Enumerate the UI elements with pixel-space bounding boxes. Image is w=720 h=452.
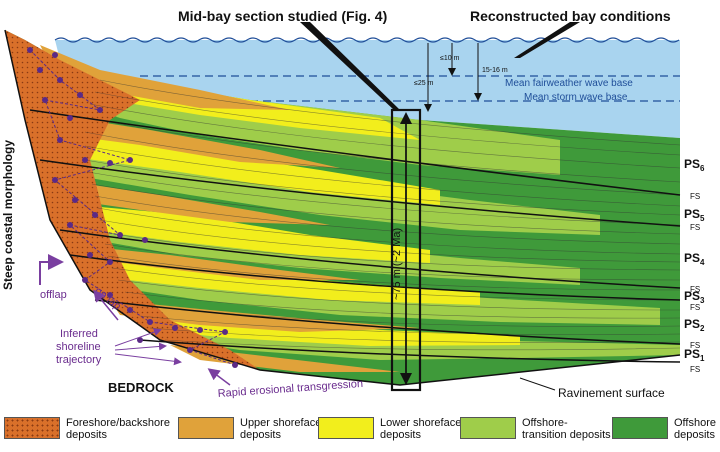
ps6-label: PS6 [684, 157, 705, 173]
svg-text:FS: FS [690, 303, 700, 312]
legend-swatch-offshore-transition [460, 417, 516, 439]
section-pointer [300, 22, 400, 110]
ps1-label: PS1 [684, 347, 705, 363]
shoreline-label-2: shoreline [56, 341, 101, 353]
shoreline-label-1: Inferred [60, 328, 98, 340]
depth-markers [424, 43, 482, 112]
bedrock-label: BEDROCK [108, 380, 174, 395]
transgression-label: Rapid erosional transgression [217, 378, 363, 400]
legend-label-lower-shoreface: Lower shoreface deposits [380, 417, 462, 441]
svg-text:FS: FS [690, 223, 700, 232]
legend: Foreshore/backshore deposits Upper shore… [0, 408, 720, 452]
sea-surface [54, 37, 680, 43]
ravinement-label: Ravinement surface [558, 386, 665, 400]
ravinement-surface-line [4, 29, 681, 386]
fairweather-label: Mean fairweather wave base [505, 78, 633, 89]
ravinement-pointer [519, 377, 556, 391]
transgression-arrow [207, 368, 231, 386]
legend-swatch-lower-shoreface [318, 417, 374, 439]
legend-label-upper-shoreface: Upper shoreface deposits [240, 417, 322, 441]
onlap-arrow [93, 289, 119, 321]
shoreline-label-3: trajectory [56, 354, 102, 366]
title-section: Mid-bay section studied (Fig. 4) [178, 8, 387, 24]
legend-label-offshore-transition: Offshore-transition deposits [522, 417, 611, 441]
legend-label-foreshore: Foreshore/backshore deposits [66, 417, 170, 441]
legend-swatch-upper-shoreface [178, 417, 234, 439]
section-thickness-label: ~75 m (~2 Ma) [391, 228, 403, 300]
legend-label-offshore: Offshore deposits [674, 417, 716, 441]
ps2-label: PS2 [684, 317, 705, 333]
legend-swatch-offshore [612, 417, 668, 439]
svg-text:FS: FS [690, 285, 700, 294]
svg-text:FS: FS [690, 341, 700, 350]
shoreline-trajectory-path [29, 49, 236, 366]
depth-15-16m: 15-16 m [482, 67, 508, 74]
parasequence-labels: PS6 PS5 PS4 PS3 PS2 PS1 [684, 157, 705, 363]
svg-text:FS: FS [690, 365, 700, 374]
fs-labels: FS FS FS FS FS FS [690, 192, 700, 374]
ps4-label: PS4 [684, 251, 705, 267]
depth-25m: ≤25 m [414, 80, 434, 87]
legend-swatch-foreshore [4, 417, 60, 439]
flooding-surfaces [29, 109, 681, 363]
shoreline-pointers [114, 328, 182, 366]
ps3-label: PS3 [684, 289, 705, 305]
bay-water [55, 40, 680, 138]
depth-10m: ≤10 m [440, 55, 460, 62]
offlap-arrow [39, 254, 64, 285]
bay-pointer [514, 22, 580, 58]
ps5-label: PS5 [684, 207, 705, 223]
studied-section-box [390, 108, 422, 392]
title-bay: Reconstructed bay conditions [470, 8, 671, 24]
offlap-label: offlap [40, 289, 67, 301]
coastal-morphology-label: Steep coastal morphology [1, 140, 15, 290]
svg-text:FS: FS [690, 192, 700, 201]
storm-label: Mean storm wave base [524, 92, 628, 103]
